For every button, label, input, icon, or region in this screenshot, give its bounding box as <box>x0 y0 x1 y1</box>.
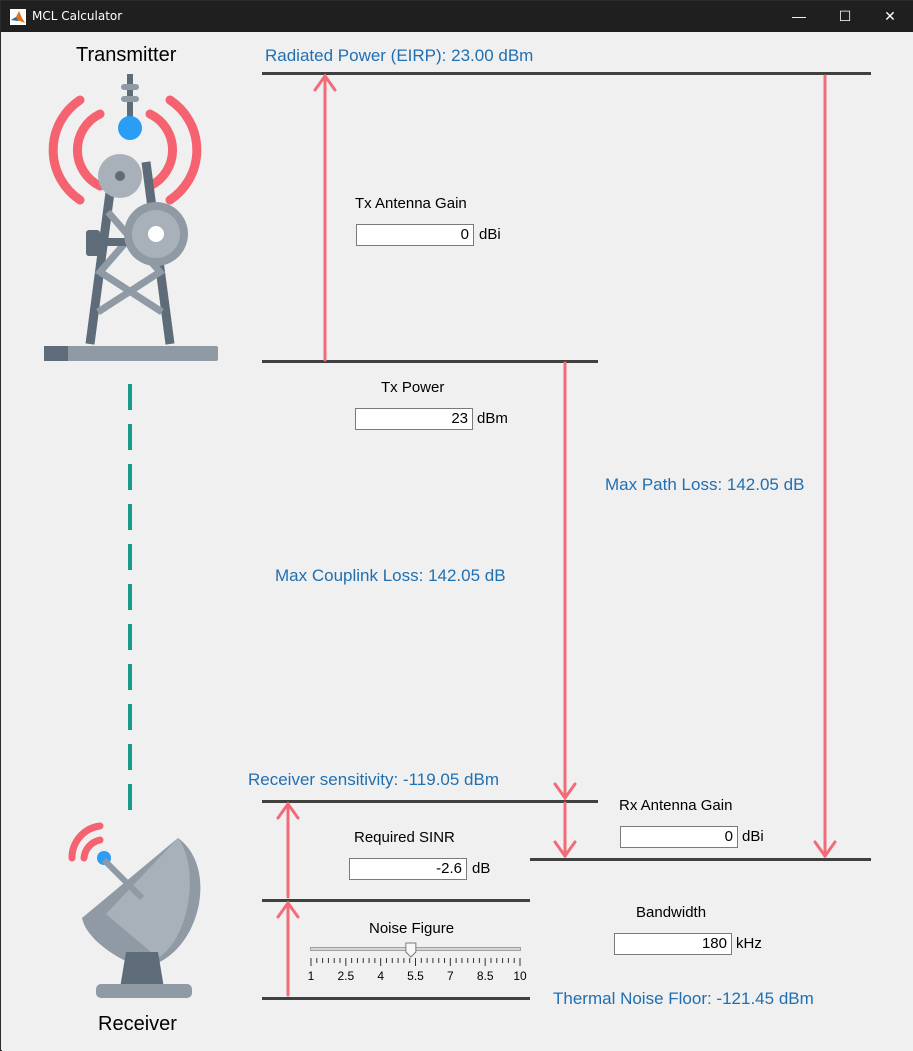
max-path-loss-result: Max Path Loss: 142.05 dB <box>605 475 805 494</box>
required-sinr-label: Required SINR <box>354 829 455 846</box>
link-dashed-line <box>128 384 132 812</box>
noise-figure-label: Noise Figure <box>369 920 455 937</box>
tx-antenna-gain-input[interactable]: 0 <box>356 224 474 246</box>
tx-gain-arrow-head <box>313 73 337 92</box>
eirp-level-line <box>262 72 871 75</box>
bandwidth-label: Bandwidth <box>636 904 707 921</box>
tx-antenna-gain-label: Tx Antenna Gain <box>355 195 467 212</box>
slider-tick-label: 4 <box>377 969 384 983</box>
rx-antenna-gain-label: Rx Antenna Gain <box>619 797 733 814</box>
noise-figure-slider[interactable]: 1 2.5 4 5.5 7 8.5 10 <box>307 942 527 998</box>
rx-antenna-gain-unit: dBi <box>742 828 764 845</box>
receiver-sensitivity-result: Receiver sensitivity: -119.05 dBm <box>248 770 500 789</box>
slider-tick-label: 8.5 <box>476 969 494 983</box>
slider-tick-label: 10 <box>513 969 527 983</box>
window-title: MCL Calculator <box>32 9 123 23</box>
eirp-result: Radiated Power (EIRP): 23.00 dBm <box>265 46 534 65</box>
receiver-dish-icon <box>68 822 201 998</box>
max-couplink-loss-result: Max Couplink Loss: 142.05 dB <box>275 566 506 585</box>
slider-thumb <box>405 942 417 958</box>
slider-tick-label: 2.5 <box>337 969 355 983</box>
transmitter-label: Transmitter <box>76 44 177 66</box>
tx-power-label: Tx Power <box>381 379 445 396</box>
slider-tick-label: 7 <box>446 969 454 983</box>
noise-figure-arrow-head <box>276 900 300 919</box>
minimize-button[interactable]: — <box>792 8 806 24</box>
slider-tick-label: 1 <box>307 969 315 983</box>
receiver-label: Receiver <box>98 1013 177 1035</box>
sinr-arrow-head <box>276 801 300 820</box>
max-path-loss-arrow-head <box>813 840 837 859</box>
rx-gain-arrow-head <box>553 840 577 859</box>
tx-antenna-gain-unit: dBi <box>479 226 501 243</box>
bandwidth-input[interactable]: 180 <box>614 933 732 955</box>
max-couplink-loss-arrow-head <box>553 782 577 801</box>
arrow-layer <box>276 73 837 997</box>
tx-power-level-line <box>262 360 598 363</box>
tx-power-unit: dBm <box>477 410 508 427</box>
thermal-noise-floor-result: Thermal Noise Floor: -121.45 dBm <box>553 989 814 1008</box>
receiver-sensitivity-level-line <box>262 800 598 803</box>
slider-scale <box>310 942 521 966</box>
slider-thumb-shape <box>405 942 417 958</box>
matlab-icon <box>10 9 26 25</box>
maximize-button[interactable]: ☐ <box>838 8 852 24</box>
calculator-panel: Transmitter <box>2 32 913 1051</box>
slider-tick-label: 5.5 <box>407 969 424 983</box>
required-sinr-input[interactable]: -2.6 <box>349 858 467 880</box>
transmitter-tower-icon <box>44 74 218 361</box>
required-sinr-unit: dB <box>472 860 491 877</box>
noise-floor-level-line <box>262 997 530 1000</box>
rx-antenna-gain-input[interactable]: 0 <box>620 826 738 848</box>
tx-power-input[interactable]: 23 <box>355 408 473 430</box>
title-bar[interactable]: MCL Calculator — ☐ ✕ <box>1 1 913 32</box>
sinr-level-line <box>262 899 530 902</box>
bandwidth-unit: kHz <box>736 935 762 952</box>
close-button[interactable]: ✕ <box>884 8 896 24</box>
rx-input-level-line <box>530 858 871 861</box>
